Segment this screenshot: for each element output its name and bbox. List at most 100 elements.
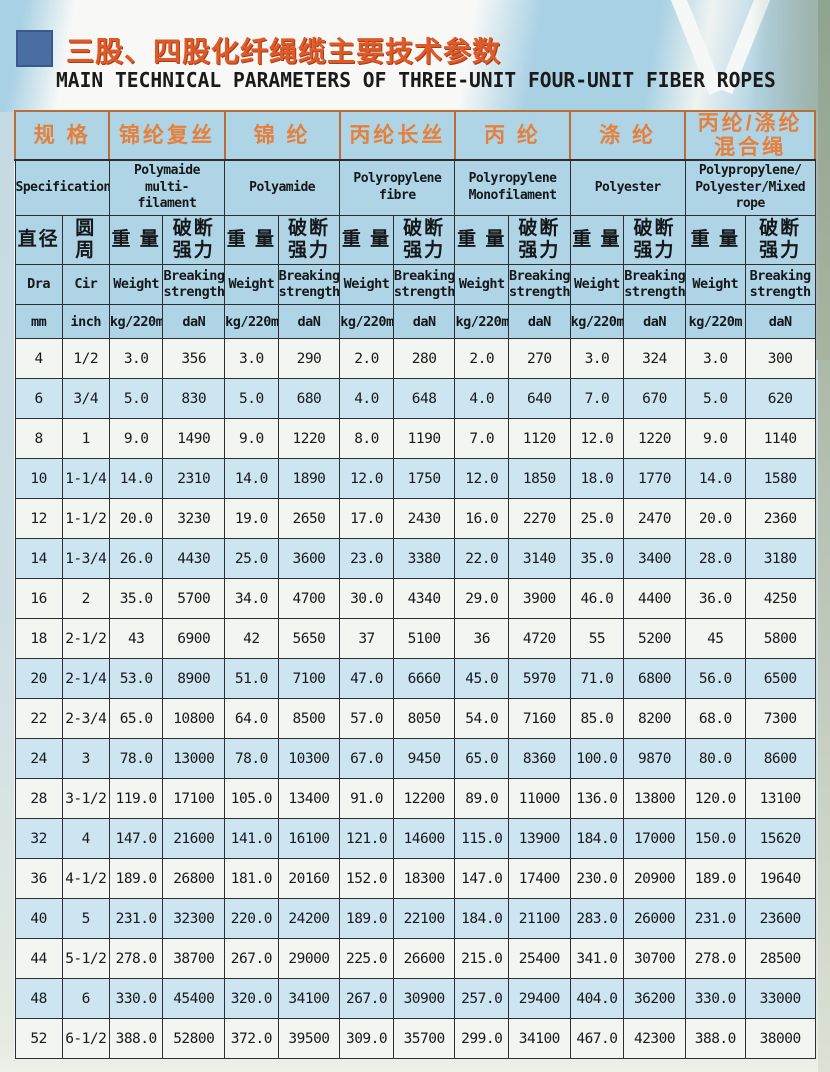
header-strength-cn: 破断 强力 bbox=[277, 215, 341, 266]
table-cell: 7.0 bbox=[569, 378, 625, 420]
table-cell: 26.0 bbox=[108, 538, 164, 580]
header-weight-en: Weight bbox=[569, 264, 625, 306]
table-cell: 12200 bbox=[392, 778, 456, 820]
table-cell: 2430 bbox=[392, 498, 456, 540]
table-cell: 1750 bbox=[392, 458, 456, 500]
table-row: 28 3-1/2 119.0 17100 105.0 13400 91.0 12200 89.0… bbox=[14, 778, 816, 820]
table-cell: 7100 bbox=[277, 658, 341, 700]
table-cell: 29400 bbox=[508, 978, 571, 1020]
header-material-en: Polypropylene/ Polyester/Mixed rope bbox=[684, 159, 816, 217]
table-row: 22 2-3/4 65.0 10800 64.0 8500 57.0 8050 54.0 7160… bbox=[14, 698, 816, 740]
table-cell: 670 bbox=[623, 378, 686, 420]
table-cell: 6800 bbox=[623, 658, 686, 700]
table-cell: 8.0 bbox=[339, 418, 394, 460]
table-cell: 404.0 bbox=[569, 978, 625, 1020]
table-cell: 26800 bbox=[162, 858, 226, 900]
header-row-units: mm inch kg/220m daN kg/220m daN kg/220m … bbox=[14, 304, 816, 340]
table-cell: 278.0 bbox=[108, 938, 164, 980]
table-cell: 257.0 bbox=[454, 978, 510, 1020]
table-cell: 2-1/4 bbox=[61, 658, 110, 700]
table-cell: 20900 bbox=[623, 858, 686, 900]
table-cell: 56.0 bbox=[684, 658, 746, 700]
table-cell: 8600 bbox=[744, 738, 816, 780]
table-cell: 181.0 bbox=[224, 858, 279, 900]
table-cell: 10300 bbox=[277, 738, 341, 780]
table-cell: 7160 bbox=[508, 698, 571, 740]
table-cell: 45400 bbox=[162, 978, 226, 1020]
table-row: 16 2 35.0 5700 34.0 4700 30.0 4340 29.0 3900 46.0 4… bbox=[14, 578, 816, 620]
table-cell: 8500 bbox=[277, 698, 341, 740]
table-row: 44 5-1/2 278.0 38700 267.0 29000 225.0 26600 215… bbox=[14, 938, 816, 980]
table-cell: 267.0 bbox=[339, 978, 394, 1020]
table-cell: 620 bbox=[744, 378, 816, 420]
table-cell: 45 bbox=[684, 618, 746, 660]
table-cell: 6 bbox=[14, 378, 63, 420]
table-cell: 43 bbox=[108, 618, 164, 660]
header-unit-dan: daN bbox=[508, 304, 571, 340]
header-material-en: Polyropylene Monofilament bbox=[454, 159, 571, 217]
table-cell: 640 bbox=[508, 378, 571, 420]
page-title-chinese: 三股、四股化纤绳缆主要技术参数 bbox=[66, 36, 502, 67]
table-cell: 19640 bbox=[744, 858, 816, 900]
table-cell: 9.0 bbox=[224, 418, 279, 460]
table-cell: 3-1/2 bbox=[61, 778, 110, 820]
table-cell: 19.0 bbox=[224, 498, 279, 540]
table-cell: 21100 bbox=[508, 898, 571, 940]
header-material-cn: 涤 纶 bbox=[569, 109, 687, 162]
table-cell: 3900 bbox=[508, 578, 571, 620]
table-cell: 147.0 bbox=[454, 858, 510, 900]
table-cell: 215.0 bbox=[454, 938, 510, 980]
table-cell: 18.0 bbox=[569, 458, 625, 500]
table-cell: 25.0 bbox=[569, 498, 625, 540]
table-cell: 54.0 bbox=[454, 698, 510, 740]
table-cell: 5700 bbox=[162, 578, 226, 620]
table-cell: 30700 bbox=[623, 938, 686, 980]
header-weight-en: Weight bbox=[108, 264, 164, 306]
header-diameter-cn: 直径 bbox=[14, 215, 63, 266]
table-cell: 1-3/4 bbox=[61, 538, 110, 580]
table-cell: 12 bbox=[14, 498, 63, 540]
table-cell: 341.0 bbox=[569, 938, 625, 980]
header-strength-en: Breaking strength bbox=[162, 264, 226, 306]
table-cell: 150.0 bbox=[684, 818, 746, 860]
table-cell: 231.0 bbox=[684, 898, 746, 940]
table-cell: 388.0 bbox=[684, 1018, 746, 1060]
table-cell: 45.0 bbox=[454, 658, 510, 700]
header-unit-dan: daN bbox=[744, 304, 816, 340]
table-cell: 36.0 bbox=[684, 578, 746, 620]
table-cell: 23600 bbox=[744, 898, 816, 940]
table-cell: 270 bbox=[508, 338, 571, 380]
table-cell: 3180 bbox=[744, 538, 816, 580]
table-cell: 33000 bbox=[744, 978, 816, 1020]
header-material-cn: 锦纶复丝 bbox=[108, 109, 226, 162]
table-cell: 10800 bbox=[162, 698, 226, 740]
table-cell: 7300 bbox=[744, 698, 816, 740]
table-cell: 3.0 bbox=[224, 338, 279, 380]
table-cell: 147.0 bbox=[108, 818, 164, 860]
table-cell: 14600 bbox=[392, 818, 456, 860]
table-cell: 4340 bbox=[392, 578, 456, 620]
table-cell: 278.0 bbox=[684, 938, 746, 980]
table-body: 4 1/2 3.0 356 3.0 290 2.0 280 2.0 270 3.0 324 3.0 300… bbox=[14, 338, 816, 1060]
table-cell: 119.0 bbox=[108, 778, 164, 820]
header-row-measure-cn: 直径 圆 周 重 量 破断 强力 重 量 破断 强力 重 量 破断 强力 重 量… bbox=[14, 215, 816, 266]
header-material-cn: 锦 纶 bbox=[223, 109, 341, 162]
table-cell: 9.0 bbox=[108, 418, 164, 460]
table-cell: 29.0 bbox=[454, 578, 510, 620]
table-cell: 6 bbox=[61, 978, 110, 1020]
header-weight-cn: 重 量 bbox=[684, 215, 746, 266]
table-cell: 26000 bbox=[623, 898, 686, 940]
table-cell: 136.0 bbox=[569, 778, 625, 820]
table-cell: 1120 bbox=[508, 418, 571, 460]
table-cell: 55 bbox=[569, 618, 625, 660]
table-cell: 680 bbox=[277, 378, 341, 420]
header-unit-dan: daN bbox=[392, 304, 456, 340]
table-cell: 52800 bbox=[162, 1018, 226, 1060]
table-cell: 13100 bbox=[744, 778, 816, 820]
table-cell: 28500 bbox=[744, 938, 816, 980]
table-cell: 13900 bbox=[508, 818, 571, 860]
table-row: 52 6-1/2 388.0 52800 372.0 39500 309.0 35700 299… bbox=[14, 1018, 816, 1060]
table-cell: 18 bbox=[14, 618, 63, 660]
table-cell: 830 bbox=[162, 378, 226, 420]
